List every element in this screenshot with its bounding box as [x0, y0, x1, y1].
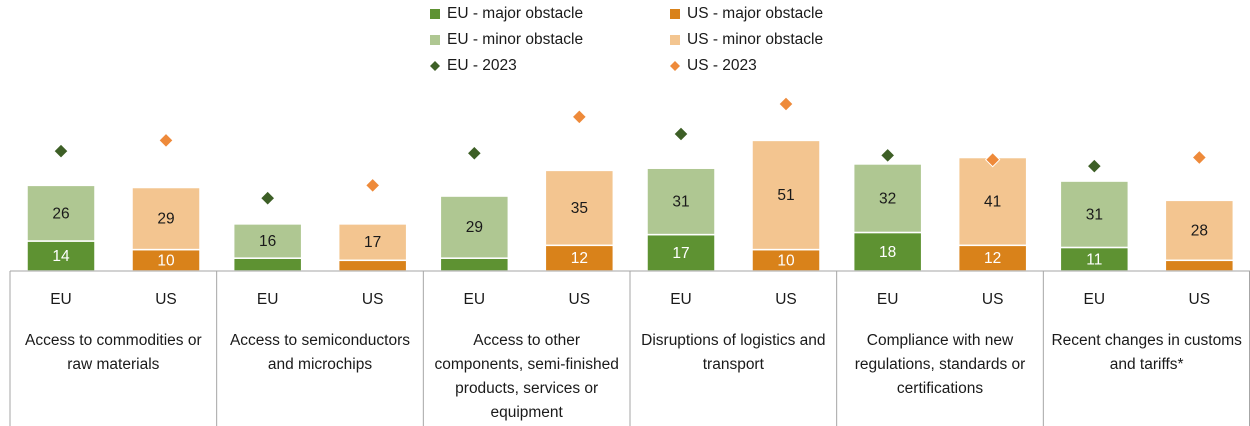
marker-2023	[673, 126, 689, 142]
data-label: 51	[777, 187, 794, 204]
category-line: Access to semiconductors	[230, 332, 410, 349]
category-line: and microchips	[268, 356, 372, 373]
legend-swatch	[670, 9, 680, 19]
marker-2023	[259, 190, 276, 206]
category-line: raw materials	[67, 356, 159, 373]
marker-2023	[571, 109, 588, 125]
legend-swatch	[430, 61, 440, 71]
group-label: US	[1189, 291, 1211, 308]
bar-segment	[337, 223, 408, 262]
marker-2023	[879, 147, 896, 164]
bar-segment	[957, 156, 1028, 247]
legend-swatch	[430, 35, 440, 45]
data-label: 12	[984, 250, 1001, 267]
category-label: Compliance with new regulations, standard…	[855, 332, 1026, 397]
bar-segment	[957, 244, 1028, 272]
data-label: 31	[672, 194, 689, 211]
data-label: 11	[1086, 251, 1102, 268]
bar-segment	[26, 240, 96, 272]
marker-2023	[53, 143, 69, 159]
data-label: 10	[157, 252, 175, 269]
data-label: 26	[52, 205, 69, 222]
marker-2023	[158, 132, 174, 149]
marker-2023	[466, 145, 483, 161]
category-line: Disruptions of logistics and	[641, 332, 825, 349]
data-label: 17	[364, 234, 381, 251]
category-line: Recent changes in customs	[1051, 332, 1242, 349]
category-line: equipment	[490, 404, 563, 421]
group-label: EU	[50, 291, 72, 308]
category-label: Recent changes in customs and tariffs*	[1051, 332, 1242, 373]
legend-label: US - major obstacle	[687, 5, 823, 22]
legend-label: EU - minor obstacle	[447, 31, 583, 48]
legend-swatch	[670, 61, 680, 71]
category-line: certifications	[897, 380, 983, 397]
data-label: 14	[52, 248, 70, 265]
category-label: Access to other components, semi-finished…	[434, 332, 618, 421]
data-label: 29	[157, 211, 174, 228]
data-label: 32	[879, 190, 896, 207]
group-label: EU	[670, 291, 692, 308]
category-line: Compliance with new	[867, 332, 1014, 349]
bar-segment	[646, 167, 716, 236]
bar-segment	[544, 169, 615, 247]
bar-segment	[26, 184, 96, 242]
bar-segment	[439, 195, 510, 259]
marker-2023	[778, 96, 794, 112]
category-line: and tariffs*	[1110, 356, 1184, 373]
group-label: US	[982, 291, 1004, 308]
data-label: 28	[1191, 222, 1208, 239]
group-label: EU	[464, 291, 486, 308]
category-line: components, semi-finished	[434, 356, 618, 373]
legend-label: EU - major obstacle	[447, 5, 583, 22]
legend-label: EU - 2023	[447, 57, 517, 74]
bar-segment	[337, 259, 408, 272]
category-line: Access to commodities or	[25, 332, 202, 349]
data-label: 18	[879, 244, 896, 261]
legend-label: US - 2023	[687, 57, 757, 74]
group-label: EU	[877, 291, 899, 308]
marker-2023	[984, 151, 1001, 168]
data-label: 10	[777, 252, 795, 269]
legend-label: US - minor obstacle	[687, 31, 823, 48]
category-label: Access to semiconductors and microchips	[230, 332, 410, 373]
bar-segment	[751, 139, 821, 251]
legend-swatch	[430, 9, 440, 19]
data-label: 12	[571, 250, 588, 267]
data-label: 17	[672, 245, 689, 262]
group-label: EU	[257, 291, 279, 308]
category-label: Access to commodities or raw materials	[25, 332, 202, 373]
bar-segment	[544, 244, 615, 272]
data-label: 29	[466, 219, 483, 236]
data-label: 31	[1086, 206, 1103, 223]
marker-2023	[1191, 149, 1208, 166]
bar-segment	[646, 233, 716, 272]
data-label: 35	[571, 200, 588, 217]
legend-swatch	[670, 35, 680, 45]
category-line: Access to other	[473, 332, 580, 349]
marker-2023	[1086, 158, 1103, 174]
bar-segment	[232, 223, 303, 259]
bar-segment	[1164, 199, 1235, 262]
group-label: US	[155, 291, 177, 308]
bar-segment	[1059, 180, 1130, 249]
bar-segment	[439, 257, 510, 272]
group-label: EU	[1084, 291, 1106, 308]
bar-segment	[131, 186, 201, 251]
data-label: 16	[259, 233, 276, 250]
category-line: regulations, standards or	[855, 356, 1026, 373]
bar-segment	[1164, 259, 1235, 272]
category-label: Disruptions of logistics and transport	[641, 332, 825, 373]
bar-segment	[232, 257, 303, 272]
group-label: US	[569, 291, 591, 308]
marker-2023	[364, 177, 381, 194]
category-line: products, services or	[455, 380, 598, 397]
category-line: transport	[703, 356, 765, 373]
group-label: US	[775, 291, 797, 308]
data-label: 41	[984, 194, 1001, 211]
bar-segment	[852, 163, 923, 234]
group-label: US	[362, 291, 384, 308]
